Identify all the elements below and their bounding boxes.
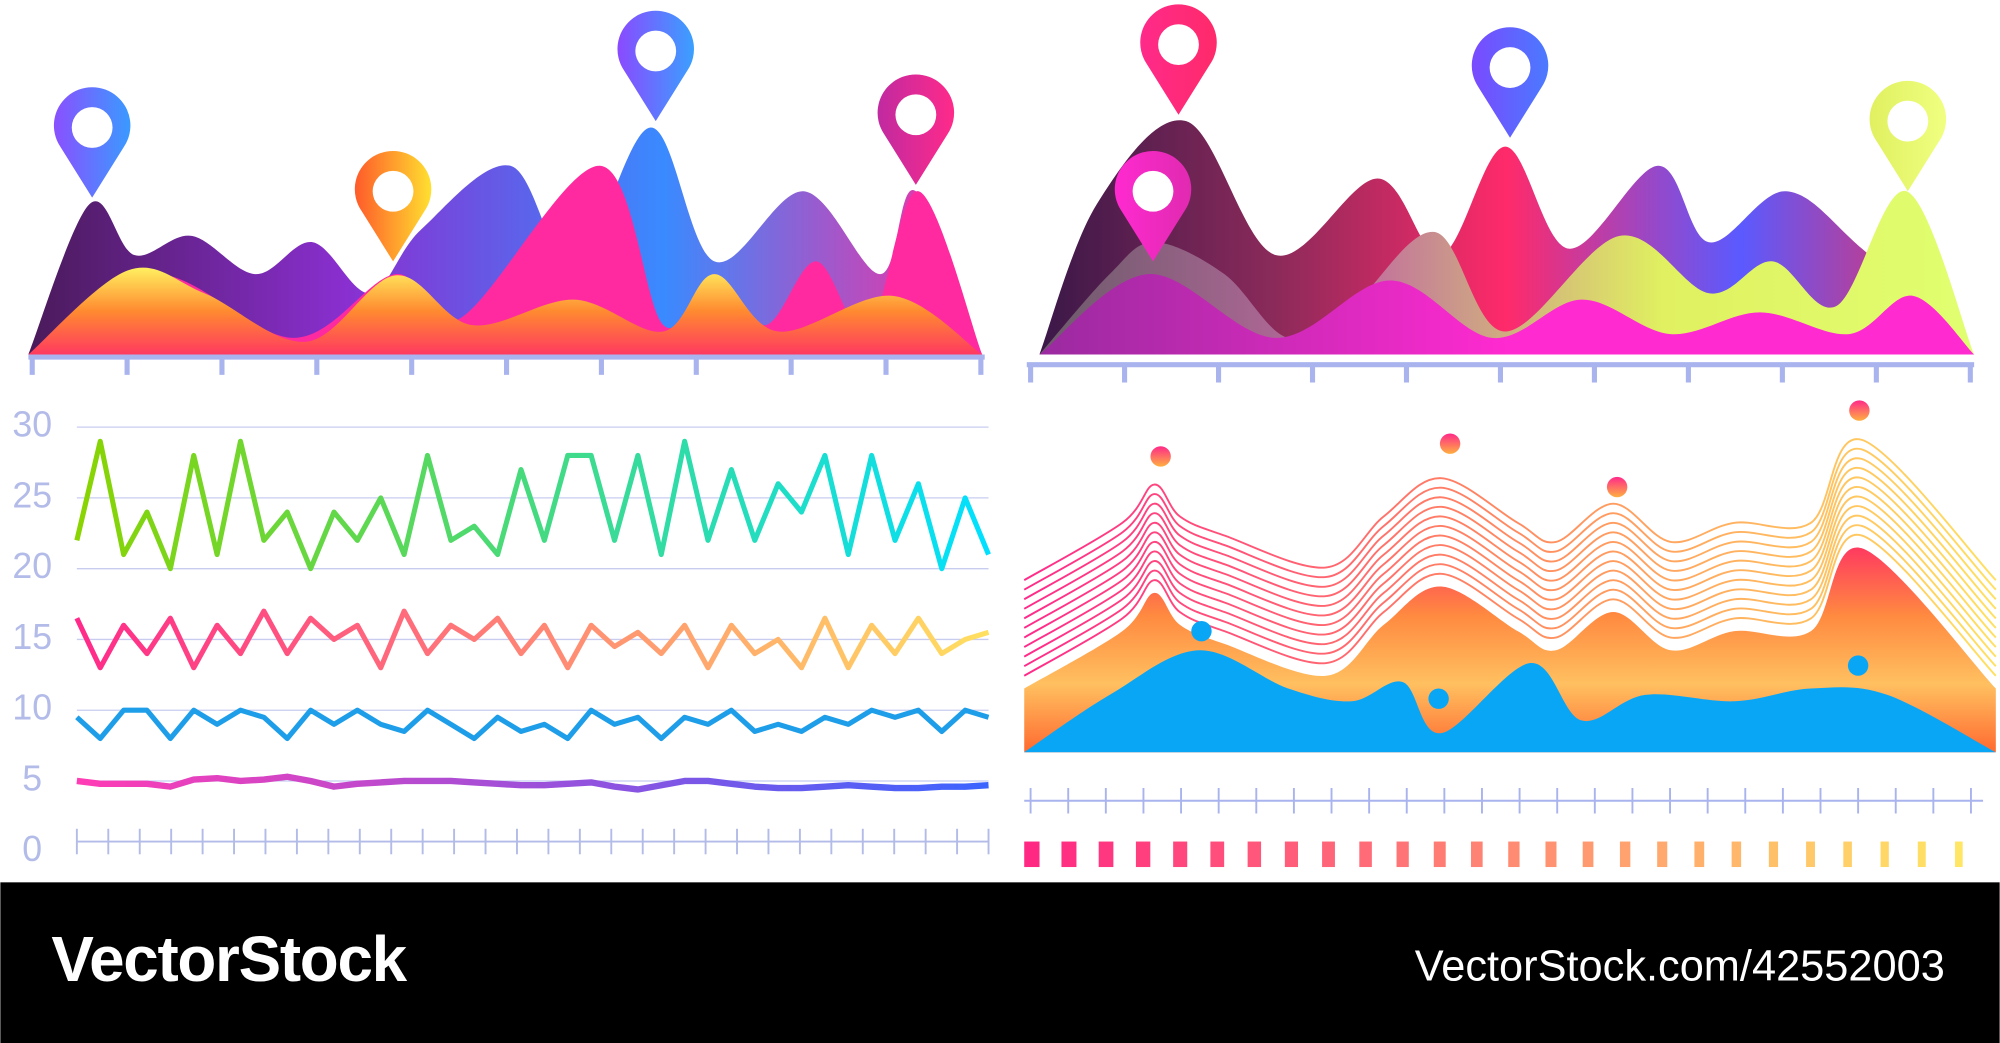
- bar-square: [1173, 841, 1188, 868]
- line-series: [75, 707, 990, 742]
- bar-square: [1731, 841, 1742, 868]
- contour-line: [1023, 495, 1997, 639]
- bar-square: [1396, 841, 1409, 868]
- bar-square: [1061, 841, 1077, 868]
- line-series: [74, 608, 990, 671]
- bar-square: [1768, 841, 1779, 868]
- pin-hole: [1132, 170, 1174, 212]
- bar-square: [1806, 841, 1815, 868]
- bar-square: [1284, 841, 1299, 868]
- line-series: [76, 773, 989, 793]
- area-shape: [1039, 190, 1975, 355]
- y-tick-label: 0: [22, 829, 42, 869]
- bar-square: [1024, 841, 1040, 868]
- line-series: [74, 438, 991, 572]
- contour-line: [1023, 533, 1997, 677]
- y-tick-label: 25: [12, 475, 52, 515]
- contour-line: [1023, 457, 1997, 601]
- bar-square: [1135, 841, 1151, 868]
- dot: [1847, 655, 1869, 676]
- contour-line: [1023, 524, 1997, 668]
- bar-square: [1955, 841, 1963, 868]
- dot: [1191, 620, 1212, 642]
- pin-hole: [895, 94, 937, 136]
- dot: [1439, 433, 1461, 454]
- y-tick-label: 5: [22, 758, 42, 798]
- dot: [1849, 400, 1870, 421]
- y-tick-label: 20: [12, 546, 52, 586]
- bar-square: [1694, 841, 1705, 868]
- contour-line: [1023, 438, 1997, 581]
- bar-square: [1098, 841, 1114, 868]
- contour-line: [1023, 486, 1997, 629]
- bar-square: [1917, 841, 1926, 868]
- pin-hole: [1158, 24, 1199, 66]
- y-tick-label: 10: [12, 688, 52, 728]
- brand: VectorStock: [51, 923, 407, 995]
- dot: [1428, 688, 1449, 709]
- contour-line: [1023, 514, 1997, 658]
- bar-square: [1545, 841, 1557, 868]
- area-shape: [28, 127, 983, 355]
- y-tick-label: 15: [12, 617, 52, 657]
- pin-hole: [372, 170, 414, 212]
- bar-square: [1247, 841, 1262, 868]
- url: VectorStock.com/42552003: [1415, 942, 1945, 990]
- decorations: [28, 4, 1997, 868]
- bar-square: [1843, 841, 1852, 868]
- contour-line: [1023, 476, 1997, 620]
- bar-square: [1508, 841, 1520, 868]
- bar-square: [1471, 841, 1483, 868]
- dot: [1150, 446, 1171, 467]
- contour-line: [1023, 505, 1997, 648]
- pin-hole: [635, 30, 677, 72]
- area-shape: [28, 267, 983, 355]
- pin-hole: [1887, 100, 1929, 142]
- dot: [1606, 476, 1628, 498]
- bar-square: [1619, 841, 1631, 868]
- y-tick-label: 30: [12, 405, 52, 445]
- bar-square: [1880, 841, 1889, 868]
- bar-square: [1359, 841, 1372, 868]
- area-shape: [1024, 650, 1996, 753]
- contour-line: [1023, 466, 1997, 610]
- bar-square: [1210, 841, 1225, 868]
- pin-hole: [1489, 47, 1531, 88]
- contour-line: [1023, 447, 1997, 591]
- footer-bar: [0, 882, 2000, 1043]
- bar-square: [1657, 841, 1668, 868]
- area-shape: [1039, 274, 1975, 355]
- bar-square: [1322, 841, 1335, 868]
- bar-square: [1582, 841, 1594, 868]
- bar-square: [1433, 841, 1446, 868]
- line-chart: 0 5 10 15 20 25 30: [12, 405, 991, 869]
- pin-hole: [71, 107, 113, 148]
